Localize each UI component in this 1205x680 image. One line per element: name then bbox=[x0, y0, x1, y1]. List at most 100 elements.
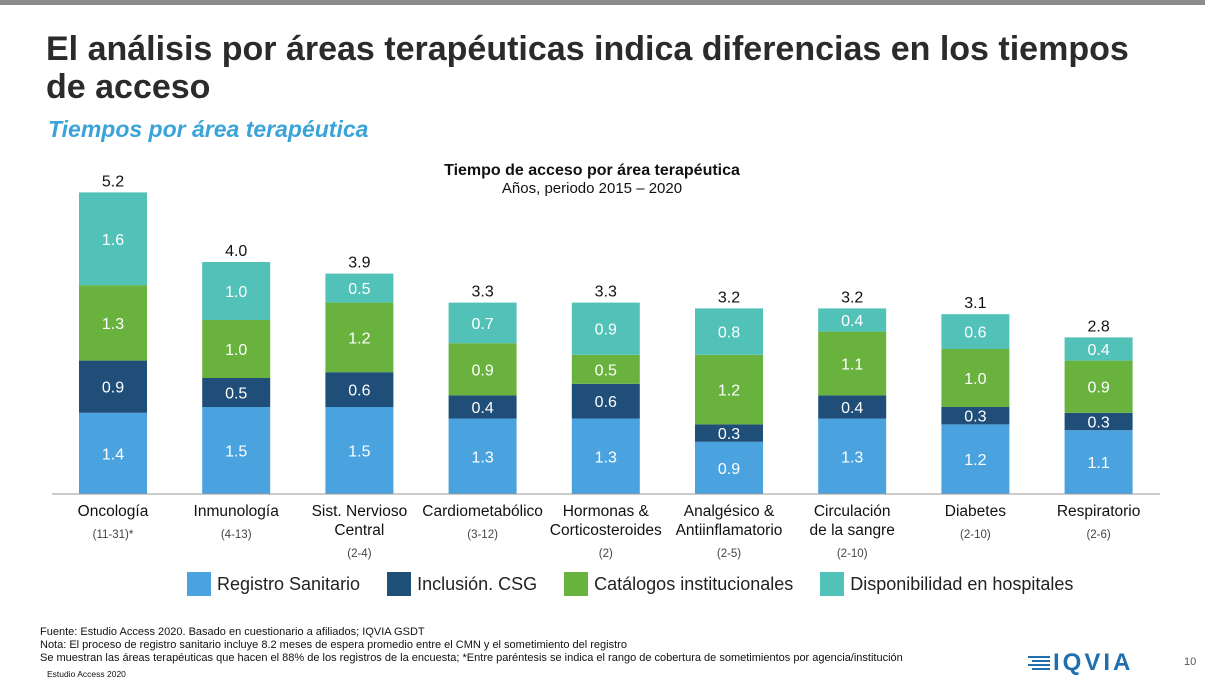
total-label-2: 3.9 bbox=[348, 255, 370, 272]
top-border bbox=[0, 0, 1205, 5]
bar-segment-2-2 bbox=[325, 302, 394, 373]
bar-segment-1-2 bbox=[325, 372, 394, 407]
bar-segment-1-3 bbox=[448, 395, 517, 419]
category-label-4-1: Corticosteroides bbox=[550, 522, 662, 539]
category-label-5-1: Antiinflamatorio bbox=[676, 522, 783, 539]
footnote-study: Estudio Access 2020 bbox=[47, 669, 126, 679]
data-label-3-3: 0.7 bbox=[471, 316, 493, 333]
data-label-1-4: 0.6 bbox=[595, 394, 617, 411]
data-label-3-5: 0.8 bbox=[718, 325, 740, 342]
footnotes: Fuente: Estudio Access 2020. Basado en c… bbox=[40, 626, 903, 665]
total-label-1: 4.0 bbox=[225, 243, 247, 260]
data-label-2-4: 0.5 bbox=[595, 362, 617, 379]
bar-segment-1-7 bbox=[941, 407, 1010, 425]
data-label-0-7: 1.2 bbox=[964, 452, 986, 469]
data-label-1-0: 0.9 bbox=[102, 380, 124, 397]
bar-segment-1-4 bbox=[571, 383, 640, 419]
category-range-5: (2-5) bbox=[717, 548, 741, 560]
legend-swatch-registro bbox=[187, 572, 211, 596]
bar-segment-3-7 bbox=[941, 314, 1010, 349]
legend-label-catalogos: Catálogos institucionales bbox=[594, 573, 794, 594]
data-label-3-8: 0.4 bbox=[1087, 342, 1109, 359]
bar-segment-0-1 bbox=[202, 407, 271, 494]
data-label-3-2: 0.5 bbox=[348, 281, 370, 298]
bar-segment-2-8 bbox=[1064, 360, 1133, 413]
data-label-3-7: 0.6 bbox=[964, 325, 986, 342]
iqvia-logo: IQVIA bbox=[1028, 651, 1133, 675]
bar-segment-3-4 bbox=[571, 302, 640, 355]
category-range-7: (2-10) bbox=[960, 529, 991, 541]
logo-lines-icon bbox=[1028, 655, 1050, 672]
data-label-2-8: 0.9 bbox=[1087, 380, 1109, 397]
footnote-source: Fuente: Estudio Access 2020. Basado en c… bbox=[40, 626, 425, 638]
bar-segment-1-6 bbox=[818, 395, 887, 419]
bar-segment-1-5 bbox=[695, 424, 763, 442]
bar-segment-0-6 bbox=[818, 418, 887, 494]
bar-segment-1-8 bbox=[1064, 412, 1133, 431]
bar-segment-2-7 bbox=[941, 349, 1010, 407]
data-label-0-2: 1.5 bbox=[348, 444, 370, 461]
data-label-0-3: 1.3 bbox=[471, 449, 493, 466]
data-label-1-5: 0.3 bbox=[718, 426, 740, 443]
chart-legend: Registro Sanitario Inclusión. CSG Catálo… bbox=[187, 572, 1100, 596]
legend-label-inclusion: Inclusión. CSG bbox=[417, 573, 538, 594]
category-label-2-0: Sist. Nervioso bbox=[312, 503, 408, 520]
legend-label-disponibilidad: Disponibilidad en hospitales bbox=[850, 573, 1074, 594]
data-label-3-6: 0.4 bbox=[841, 313, 863, 330]
data-label-2-3: 0.9 bbox=[471, 362, 493, 379]
category-label-5-0: Analgésico & bbox=[684, 503, 775, 520]
total-label-6: 3.2 bbox=[841, 289, 863, 306]
data-label-1-3: 0.4 bbox=[471, 400, 493, 417]
footnote-detail: Se muestran las áreas terapéuticas que h… bbox=[40, 652, 903, 664]
category-range-6: (2-10) bbox=[837, 548, 868, 560]
data-label-1-6: 0.4 bbox=[841, 400, 863, 417]
legend-swatch-catalogos bbox=[564, 572, 589, 596]
category-label-2-1: Central bbox=[334, 522, 384, 539]
data-label-3-4: 0.9 bbox=[595, 322, 617, 339]
data-label-1-7: 0.3 bbox=[964, 409, 986, 426]
legend-item-catalogos: Catálogos institucionales bbox=[564, 572, 793, 596]
data-label-0-4: 1.3 bbox=[595, 449, 617, 466]
data-label-0-0: 1.4 bbox=[102, 446, 124, 463]
data-label-3-1: 1.0 bbox=[225, 284, 247, 301]
bar-segment-0-7 bbox=[941, 424, 1010, 494]
category-label-7-0: Diabetes bbox=[945, 503, 1006, 520]
data-label-1-8: 0.3 bbox=[1087, 415, 1109, 432]
footnote-note: Nota: El proceso de registro sanitario i… bbox=[40, 639, 627, 651]
bar-segment-2-4 bbox=[571, 354, 640, 384]
category-label-8-0: Respiratorio bbox=[1057, 503, 1141, 520]
bar-segment-2-3 bbox=[448, 343, 517, 396]
bar-segment-2-0 bbox=[79, 285, 147, 361]
data-label-2-6: 1.1 bbox=[841, 357, 863, 374]
chart-title: Tiempo de acceso por área terapéutica bbox=[444, 162, 740, 179]
data-label-1-1: 0.5 bbox=[225, 386, 247, 403]
data-label-2-5: 1.2 bbox=[718, 383, 740, 400]
bar-segment-3-3 bbox=[448, 302, 517, 344]
category-range-0: (11-31)* bbox=[93, 529, 134, 541]
category-label-4-0: Hormonas & bbox=[563, 503, 650, 520]
category-label-0-0: Oncología bbox=[78, 503, 149, 520]
data-label-2-1: 1.0 bbox=[225, 342, 247, 359]
bar-segment-0-3 bbox=[448, 418, 517, 494]
legend-label-registro: Registro Sanitario bbox=[217, 573, 361, 594]
data-label-0-6: 1.3 bbox=[841, 449, 863, 466]
total-label-3: 3.3 bbox=[471, 284, 493, 301]
legend-swatch-disponibilidad bbox=[820, 572, 845, 596]
legend-item-inclusion: Inclusión. CSG bbox=[387, 572, 537, 596]
total-label-5: 3.2 bbox=[718, 289, 740, 306]
category-label-6-1: de la sangre bbox=[810, 522, 895, 539]
category-range-8: (2-6) bbox=[1086, 529, 1110, 541]
logo-text: IQVIA bbox=[1053, 649, 1134, 676]
bar-segment-1-0 bbox=[79, 360, 147, 413]
slide-subtitle: Tiempos por área terapéutica bbox=[48, 116, 369, 142]
data-label-2-2: 1.2 bbox=[348, 330, 370, 347]
bar-segment-1-1 bbox=[202, 378, 271, 407]
data-label-0-5: 0.9 bbox=[718, 461, 740, 478]
legend-swatch-inclusion bbox=[387, 572, 412, 596]
category-range-2: (2-4) bbox=[347, 548, 371, 560]
data-label-1-2: 0.6 bbox=[348, 383, 370, 400]
total-label-4: 3.3 bbox=[595, 284, 617, 301]
total-label-0: 5.2 bbox=[102, 173, 124, 190]
category-range-4: (2) bbox=[599, 548, 613, 560]
bar-segment-2-1 bbox=[202, 320, 271, 378]
